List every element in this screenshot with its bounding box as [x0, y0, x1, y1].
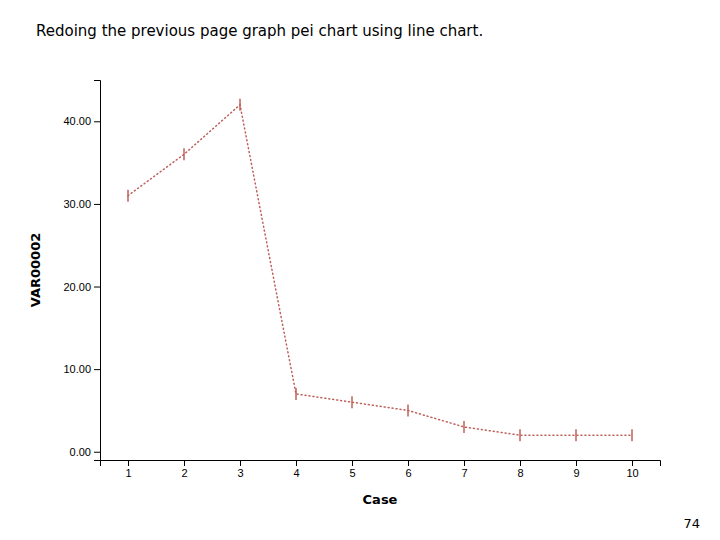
y-tick-mark [94, 287, 100, 288]
series [128, 99, 632, 441]
x-tick-mark [352, 460, 353, 466]
y-axis: 0.00 10.00 20.00 30.00 40.00 [63, 81, 100, 461]
marker [519, 429, 521, 441]
marker [183, 148, 185, 160]
x-tick-label: 1 [125, 467, 131, 479]
x-tick-label: 3 [237, 467, 243, 479]
x-tick: 2 [181, 460, 187, 479]
x-tick-label: 10 [626, 467, 638, 479]
annotation: 74 [683, 516, 700, 531]
x-tick-label: 4 [293, 467, 299, 479]
x-tick: 7 [461, 460, 467, 479]
x-tick-mark [184, 460, 185, 466]
y-axis-title: VAR00002 [28, 233, 43, 307]
x-tick: 9 [573, 460, 579, 479]
x-tick-mark [128, 460, 129, 466]
x-tick-label: 2 [181, 467, 187, 479]
y-tick-label: 30.00 [63, 198, 91, 210]
x-tick-label: 6 [405, 467, 411, 479]
x-tick: 4 [293, 460, 299, 479]
marker [295, 388, 297, 400]
y-axis-line [94, 81, 101, 461]
x-tick-label: 7 [461, 467, 467, 479]
x-tick-mark [520, 460, 521, 466]
x-tick-label: 9 [573, 467, 579, 479]
y-tick: 40.00 [63, 115, 100, 127]
x-tick: 5 [349, 460, 355, 479]
marker [407, 404, 409, 416]
y-tick: 10.00 [63, 363, 100, 375]
y-tick: 0.00 [70, 446, 100, 458]
x-tick-mark [632, 460, 633, 466]
chart: 1 2 3 4 5 6 7 8 9 10 0.00 10.00 20.00 30.00 40.00 Case V… [0, 0, 720, 540]
x-tick-mark [240, 460, 241, 466]
y-tick-mark [94, 369, 100, 370]
y-tick-label: 10.00 [63, 363, 91, 375]
x-tick: 8 [517, 460, 523, 479]
y-tick-label: 40.00 [63, 115, 91, 127]
y-tick-label: 20.00 [63, 281, 91, 293]
x-axis-line [101, 461, 661, 467]
marker [351, 396, 353, 408]
x-tick-mark [296, 460, 297, 466]
marker [127, 190, 129, 202]
title: Redoing the previous page graph pei char… [36, 22, 483, 40]
y-tick: 20.00 [63, 281, 100, 293]
x-tick-label: 5 [349, 467, 355, 479]
y-tick: 30.00 [63, 198, 100, 210]
plot-area: 1 2 3 4 5 6 7 8 9 10 0.00 10.00 20.00 30.00 40.00 [63, 81, 660, 479]
y-tick-mark [94, 121, 100, 122]
x-tick-label: 8 [517, 467, 523, 479]
x-tick-mark [408, 460, 409, 466]
marker [239, 99, 241, 111]
marker [575, 429, 577, 441]
x-tick: 3 [237, 460, 243, 479]
y-tick-mark [94, 452, 100, 453]
y-tick-mark [94, 204, 100, 205]
x-tick-mark [464, 460, 465, 466]
line [128, 105, 632, 435]
x-tick: 6 [405, 460, 411, 479]
x-tick: 10 [626, 460, 638, 479]
x-tick: 1 [125, 460, 131, 479]
y-tick-label: 0.00 [70, 446, 91, 458]
x-axis-title: Case [363, 492, 398, 507]
x-axis: 1 2 3 4 5 6 7 8 9 10 [101, 460, 661, 479]
marker [631, 429, 633, 441]
marker [463, 421, 465, 433]
x-tick-mark [576, 460, 577, 466]
